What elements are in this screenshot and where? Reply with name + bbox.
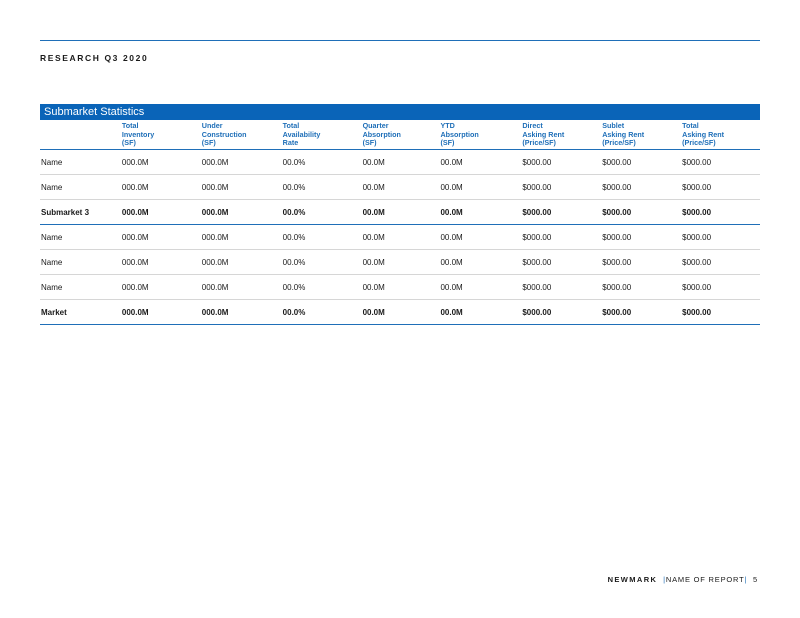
- table-cell: 00.0M: [362, 182, 385, 192]
- column-header-7: Sublet Asking Rent (Price/SF): [602, 121, 645, 148]
- table-cell: $000.00: [682, 307, 712, 317]
- table-header-row: Total Inventory (SF) Under Construction (…: [40, 120, 760, 150]
- table-cell: 000.0M: [121, 232, 149, 242]
- table-cell: 000.0M: [201, 182, 229, 192]
- table-cell: $000.00: [522, 282, 552, 292]
- table-cell: 00.0%: [282, 282, 306, 292]
- table-summary-row: Submarket 3 000.0M 000.0M 00.0% 00.0M 00.0M $0…: [40, 200, 760, 225]
- table-cell: 00.0M: [440, 232, 463, 242]
- table-cell: 00.0M: [362, 282, 385, 292]
- table-cell: 00.0%: [282, 257, 306, 267]
- column-header-0: [40, 120, 122, 149]
- table-cell: 000.0M: [121, 157, 149, 167]
- table-cell: 00.0M: [440, 157, 463, 167]
- table-cell: 000.0M: [201, 282, 229, 292]
- row-label: Name: [41, 157, 63, 167]
- table-cell: 000.0M: [121, 207, 149, 217]
- row-label: Name: [41, 257, 63, 267]
- row-label: Market: [41, 307, 67, 317]
- table-cell: $000.00: [682, 157, 712, 167]
- table-cell: 000.0M: [121, 307, 149, 317]
- footer-brand: NEWMARK: [607, 575, 658, 584]
- table-cell: $000.00: [682, 207, 712, 217]
- column-header-8: Total Asking Rent (Price/SF): [682, 121, 725, 148]
- submarket-statistics-table: Submarket Statistics Total Inventory (SF…: [40, 104, 760, 325]
- table-cell: $000.00: [602, 232, 632, 242]
- column-header-3: Total Availability Rate: [282, 121, 321, 148]
- table-cell: 00.0M: [440, 182, 463, 192]
- column-header-1: Total Inventory (SF): [121, 121, 155, 148]
- row-label: Submarket 3: [41, 207, 90, 217]
- table-cell: 000.0M: [201, 232, 229, 242]
- column-header-5: YTD Absorption (SF): [440, 121, 479, 148]
- table-cell: $000.00: [522, 207, 552, 217]
- table-cell: 00.0%: [282, 157, 306, 167]
- table-cell: 000.0M: [121, 257, 149, 267]
- table-cell: $000.00: [682, 282, 712, 292]
- table-cell: 00.0%: [282, 307, 306, 317]
- column-header-6: Direct Asking Rent (Price/SF): [522, 121, 565, 148]
- table-cell: 000.0M: [201, 307, 229, 317]
- table-cell: $000.00: [682, 232, 712, 242]
- page-number: 5: [753, 575, 758, 584]
- row-label: Name: [41, 282, 63, 292]
- table-title: Submarket Statistics: [40, 104, 760, 120]
- table-cell: 00.0M: [362, 307, 385, 317]
- table-cell: $000.00: [602, 182, 632, 192]
- table-cell: 00.0M: [440, 257, 463, 267]
- table-cell: 000.0M: [201, 157, 229, 167]
- table-row: Name 000.0M 000.0M 00.0% 00.0M 00.0M $000.00 $0…: [40, 275, 760, 300]
- top-rule: [40, 40, 760, 41]
- table-cell: 00.0M: [440, 207, 463, 217]
- table-row: Name 000.0M 000.0M 00.0% 00.0M 00.0M $000.00 $0…: [40, 175, 760, 200]
- table-cell: $000.00: [602, 282, 632, 292]
- row-label: Name: [41, 182, 63, 192]
- table-cell: 00.0M: [362, 257, 385, 267]
- section-label: RESEARCH Q3 2020: [40, 53, 149, 63]
- table-cell: 00.0M: [362, 207, 385, 217]
- page-footer: NEWMARK |NAME OF REPORT| 5: [608, 575, 758, 584]
- table-summary-row: Market 000.0M 000.0M 00.0% 00.0M 00.0M $000.00…: [40, 300, 760, 325]
- table-row: Name 000.0M 000.0M 00.0% 00.0M 00.0M $000.00 $0…: [40, 250, 760, 275]
- table-cell: 000.0M: [201, 207, 229, 217]
- table-cell: 00.0M: [362, 232, 385, 242]
- table-cell: 00.0%: [282, 232, 306, 242]
- table-cell: 00.0%: [282, 182, 306, 192]
- table-cell: 00.0M: [440, 307, 463, 317]
- table-cell: $000.00: [522, 157, 552, 167]
- footer-separator: |: [660, 575, 666, 584]
- table-cell: $000.00: [682, 257, 712, 267]
- table-cell: $000.00: [602, 307, 632, 317]
- table-row: Name 000.0M 000.0M 00.0% 00.0M 00.0M $000.00 $0…: [40, 225, 760, 250]
- table-cell: 00.0M: [362, 157, 385, 167]
- table-cell: $000.00: [522, 182, 552, 192]
- table-cell: 000.0M: [121, 282, 149, 292]
- table-cell: 00.0M: [440, 282, 463, 292]
- column-header-2: Under Construction (SF): [201, 121, 247, 148]
- table-row: Name 000.0M 000.0M 00.0% 00.0M 00.0M $000.00 $0…: [40, 150, 760, 175]
- footer-report-name: NAME OF REPORT: [665, 575, 745, 584]
- table-body: Name 000.0M 000.0M 00.0% 00.0M 00.0M $000.00 $0…: [40, 150, 760, 325]
- row-label: Name: [41, 232, 63, 242]
- table-cell: $000.00: [522, 307, 552, 317]
- table-cell: $000.00: [522, 257, 552, 267]
- table-cell: $000.00: [602, 157, 632, 167]
- table-cell: $000.00: [682, 182, 712, 192]
- table-cell: $000.00: [522, 232, 552, 242]
- table-cell: 000.0M: [121, 182, 149, 192]
- table-cell: $000.00: [602, 257, 632, 267]
- table-cell: $000.00: [602, 207, 632, 217]
- footer-separator: |: [744, 575, 754, 584]
- column-header-4: Quarter Absorption (SF): [362, 121, 401, 148]
- table-cell: 000.0M: [201, 257, 229, 267]
- table-cell: 00.0%: [282, 207, 306, 217]
